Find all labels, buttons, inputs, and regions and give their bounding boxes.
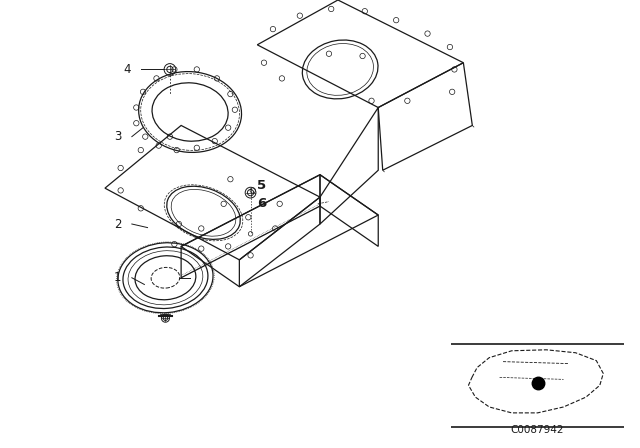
Text: 1: 1 [114,271,122,284]
Text: 3: 3 [114,130,122,143]
Text: 6: 6 [257,197,266,211]
Text: 2: 2 [114,217,122,231]
Text: C0087942: C0087942 [511,425,564,435]
Text: 4: 4 [123,63,131,76]
Text: 5: 5 [257,179,266,193]
